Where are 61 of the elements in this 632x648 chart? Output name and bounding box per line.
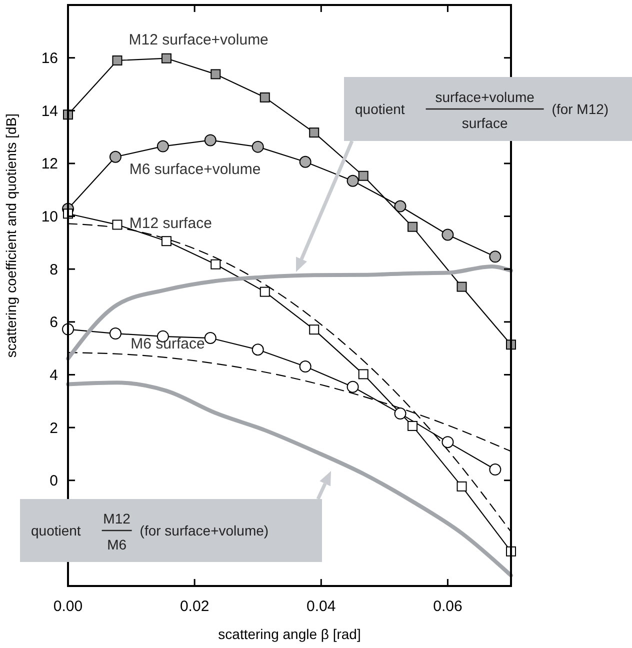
point xyxy=(252,344,264,356)
point xyxy=(394,200,406,212)
point xyxy=(309,128,320,138)
annotation: quotient xyxy=(31,522,81,538)
point xyxy=(204,134,216,146)
y-tick-label: 6 xyxy=(50,314,58,332)
point xyxy=(456,282,467,292)
series-label: M6 surface xyxy=(130,335,205,352)
point xyxy=(109,150,122,163)
point xyxy=(210,69,221,80)
point xyxy=(252,140,264,153)
point xyxy=(309,324,320,335)
annotation: M6 xyxy=(107,536,127,552)
text: (for M12) xyxy=(552,100,609,117)
point xyxy=(358,369,368,380)
point xyxy=(112,55,122,66)
point xyxy=(346,174,359,187)
line-series xyxy=(66,264,513,361)
x-tick-label: 0.00 xyxy=(53,598,83,615)
annotation: surface+volume xyxy=(435,89,535,105)
point xyxy=(161,53,172,64)
x-tick-label: 0.02 xyxy=(180,598,210,615)
y-tick-label: 0 xyxy=(50,472,58,490)
y-tick-label: 8 xyxy=(50,261,58,278)
point xyxy=(408,420,418,431)
y-axis-title: scattering coefficient and quotients [dB] xyxy=(3,113,19,358)
point xyxy=(442,436,454,448)
x-tick-label: 0.04 xyxy=(306,598,336,615)
x-tick-label: 0.06 xyxy=(433,598,462,615)
y-tick-label: 14 xyxy=(41,102,58,120)
point xyxy=(408,222,418,232)
point xyxy=(260,286,270,297)
point xyxy=(112,220,122,230)
point xyxy=(204,332,216,344)
y-tick-label: 4 xyxy=(50,366,58,384)
point xyxy=(394,408,406,420)
point xyxy=(346,380,359,393)
annotation: M12 xyxy=(103,510,131,526)
y-tick-label: 2 xyxy=(50,420,58,437)
series-label: M6 surface+volume xyxy=(129,161,261,178)
point xyxy=(161,236,172,246)
point xyxy=(489,250,502,263)
y-tick-label: 12 xyxy=(41,156,58,173)
point xyxy=(156,140,169,152)
point xyxy=(299,156,312,168)
series-label: M12 surface+volume xyxy=(128,32,268,49)
point xyxy=(456,481,467,492)
point xyxy=(109,328,122,340)
point xyxy=(299,360,312,373)
point xyxy=(260,92,270,102)
annotation: surface xyxy=(462,115,508,131)
point xyxy=(210,259,221,270)
point xyxy=(442,228,454,241)
annotation: (for surface+volume) xyxy=(140,522,269,538)
x-axis-title: scattering angle β [rad] xyxy=(218,626,361,642)
series-label: M12 surface xyxy=(129,215,212,232)
annotation: quotient xyxy=(355,100,405,117)
point xyxy=(489,464,502,476)
y-tick-label: 16 xyxy=(41,50,58,68)
point xyxy=(358,170,368,181)
y-tick-label: 10 xyxy=(41,208,58,226)
